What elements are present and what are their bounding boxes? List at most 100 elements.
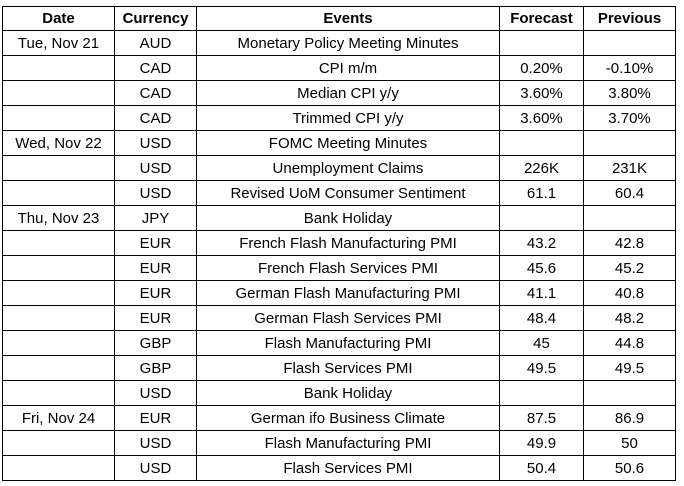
currency-cell: USD [114, 155, 197, 181]
previous-cell: 45.2 [583, 255, 676, 281]
forecast-cell: 45.6 [499, 255, 584, 281]
previous-cell: 86.9 [583, 405, 676, 431]
event-cell: German ifo Business Climate [196, 405, 500, 431]
header-currency: Currency [114, 6, 197, 31]
event-cell: Flash Services PMI [196, 355, 500, 381]
currency-cell: USD [114, 430, 197, 456]
currency-cell: AUD [114, 30, 197, 56]
previous-cell: 42.8 [583, 230, 676, 256]
table-row: EUR French Flash Services PMI 45.6 45.2 [2, 255, 676, 281]
currency-cell: GBP [114, 355, 197, 381]
date-cell: Fri, Nov 24 [2, 405, 115, 431]
date-cell [2, 255, 115, 281]
table-row: USD Bank Holiday [2, 380, 676, 406]
event-cell: Trimmed CPI y/y [196, 105, 500, 131]
date-cell [2, 280, 115, 306]
event-cell: Unemployment Claims [196, 155, 500, 181]
currency-cell: EUR [114, 230, 197, 256]
table-row: Thu, Nov 23 JPY Bank Holiday [2, 205, 676, 231]
table-row: CAD Median CPI y/y 3.60% 3.80% [2, 80, 676, 106]
event-cell: German Flash Manufacturing PMI [196, 280, 500, 306]
previous-cell: -0.10% [583, 55, 676, 81]
currency-cell: JPY [114, 205, 197, 231]
previous-cell [583, 30, 676, 56]
date-cell [2, 355, 115, 381]
table-row: Tue, Nov 21 AUD Monetary Policy Meeting Mi… [2, 30, 676, 56]
forecast-cell: 48.4 [499, 305, 584, 331]
date-cell [2, 55, 115, 81]
table-row: USD Unemployment Claims 226K 231K [2, 155, 676, 181]
event-cell: French Flash Services PMI [196, 255, 500, 281]
currency-cell: USD [114, 130, 197, 156]
currency-cell: CAD [114, 105, 197, 131]
forecast-cell [499, 130, 584, 156]
event-cell: Flash Manufacturing PMI [196, 330, 500, 356]
event-cell: Monetary Policy Meeting Minutes [196, 30, 500, 56]
currency-cell: EUR [114, 255, 197, 281]
date-cell [2, 330, 115, 356]
event-cell: Bank Holiday [196, 205, 500, 231]
date-cell: Tue, Nov 21 [2, 30, 115, 56]
currency-cell: USD [114, 455, 197, 481]
table-row: GBP Flash Services PMI 49.5 49.5 [2, 355, 676, 381]
forecast-cell: 43.2 [499, 230, 584, 256]
currency-cell: USD [114, 380, 197, 406]
event-cell: CPI m/m [196, 55, 500, 81]
previous-cell: 49.5 [583, 355, 676, 381]
table-row: Wed, Nov 22 USD FOMC Meeting Minutes [2, 130, 676, 156]
event-cell: Revised UoM Consumer Sentiment [196, 180, 500, 206]
currency-cell: GBP [114, 330, 197, 356]
header-previous: Previous [583, 6, 676, 31]
previous-cell: 231K [583, 155, 676, 181]
event-cell: Bank Holiday [196, 380, 500, 406]
date-cell [2, 380, 115, 406]
date-cell [2, 155, 115, 181]
forecast-cell: 87.5 [499, 405, 584, 431]
event-cell: French Flash Manufacturing PMI [196, 230, 500, 256]
forecast-cell: 49.5 [499, 355, 584, 381]
forecast-cell: 0.20% [499, 55, 584, 81]
currency-cell: EUR [114, 305, 197, 331]
event-cell: Median CPI y/y [196, 80, 500, 106]
previous-cell: 3.80% [583, 80, 676, 106]
header-date: Date [2, 6, 115, 31]
table-row: USD Flash Manufacturing PMI 49.9 50 [2, 430, 676, 456]
event-cell: FOMC Meeting Minutes [196, 130, 500, 156]
table-row: Fri, Nov 24 EUR German ifo Business Climat… [2, 405, 676, 431]
header-row: Date Currency Events Forecast Previous [2, 6, 676, 31]
table-row: CAD Trimmed CPI y/y 3.60% 3.70% [2, 105, 676, 131]
date-cell [2, 230, 115, 256]
currency-cell: USD [114, 180, 197, 206]
previous-cell: 3.70% [583, 105, 676, 131]
forecast-cell [499, 30, 584, 56]
previous-cell: 40.8 [583, 280, 676, 306]
forecast-cell: 50.4 [499, 455, 584, 481]
previous-cell: 48.2 [583, 305, 676, 331]
currency-cell: CAD [114, 55, 197, 81]
forecast-cell: 3.60% [499, 80, 584, 106]
forecast-cell [499, 380, 584, 406]
header-events: Events [196, 6, 500, 31]
table-row: GBP Flash Manufacturing PMI 45 44.8 [2, 330, 676, 356]
date-cell [2, 80, 115, 106]
forecast-cell: 49.9 [499, 430, 584, 456]
previous-cell: 60.4 [583, 180, 676, 206]
table-row: EUR French Flash Manufacturing PMI 43.2 42.… [2, 230, 676, 256]
forecast-cell: 61.1 [499, 180, 584, 206]
event-cell: Flash Manufacturing PMI [196, 430, 500, 456]
date-cell: Thu, Nov 23 [2, 205, 115, 231]
previous-cell: 50 [583, 430, 676, 456]
date-cell [2, 430, 115, 456]
previous-cell [583, 130, 676, 156]
previous-cell [583, 380, 676, 406]
table-row: CAD CPI m/m 0.20% -0.10% [2, 55, 676, 81]
date-cell [2, 455, 115, 481]
forecast-cell: 226K [499, 155, 584, 181]
table-row: USD Revised UoM Consumer Sentiment 61.1 60.… [2, 180, 676, 206]
table-row: EUR German Flash Services PMI 48.4 48.2 [2, 305, 676, 331]
forecast-cell: 45 [499, 330, 584, 356]
previous-cell [583, 205, 676, 231]
event-cell: Flash Services PMI [196, 455, 500, 481]
date-cell [2, 180, 115, 206]
table-row: USD Flash Services PMI 50.4 50.6 [2, 455, 676, 481]
